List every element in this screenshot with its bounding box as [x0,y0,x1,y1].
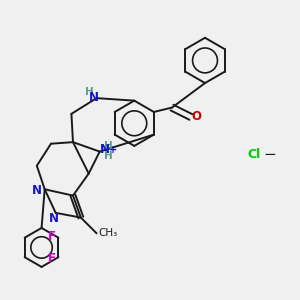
Text: CH₃: CH₃ [98,228,117,238]
Text: N: N [49,212,59,225]
Text: H: H [104,141,113,151]
Text: H: H [104,151,113,161]
Text: N: N [99,143,110,157]
Text: +: + [109,145,117,155]
Text: N: N [88,91,98,104]
Text: H: H [85,88,94,98]
Text: −: − [263,147,276,162]
Text: N: N [32,184,42,197]
Text: O: O [191,110,202,124]
Text: F: F [47,252,56,265]
Text: Cl: Cl [247,148,260,161]
Text: F: F [47,230,56,243]
